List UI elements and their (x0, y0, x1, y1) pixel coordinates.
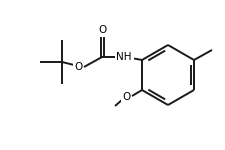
Text: NH: NH (116, 52, 131, 62)
Text: O: O (74, 62, 82, 72)
Text: O: O (121, 92, 130, 102)
Text: O: O (98, 25, 106, 35)
